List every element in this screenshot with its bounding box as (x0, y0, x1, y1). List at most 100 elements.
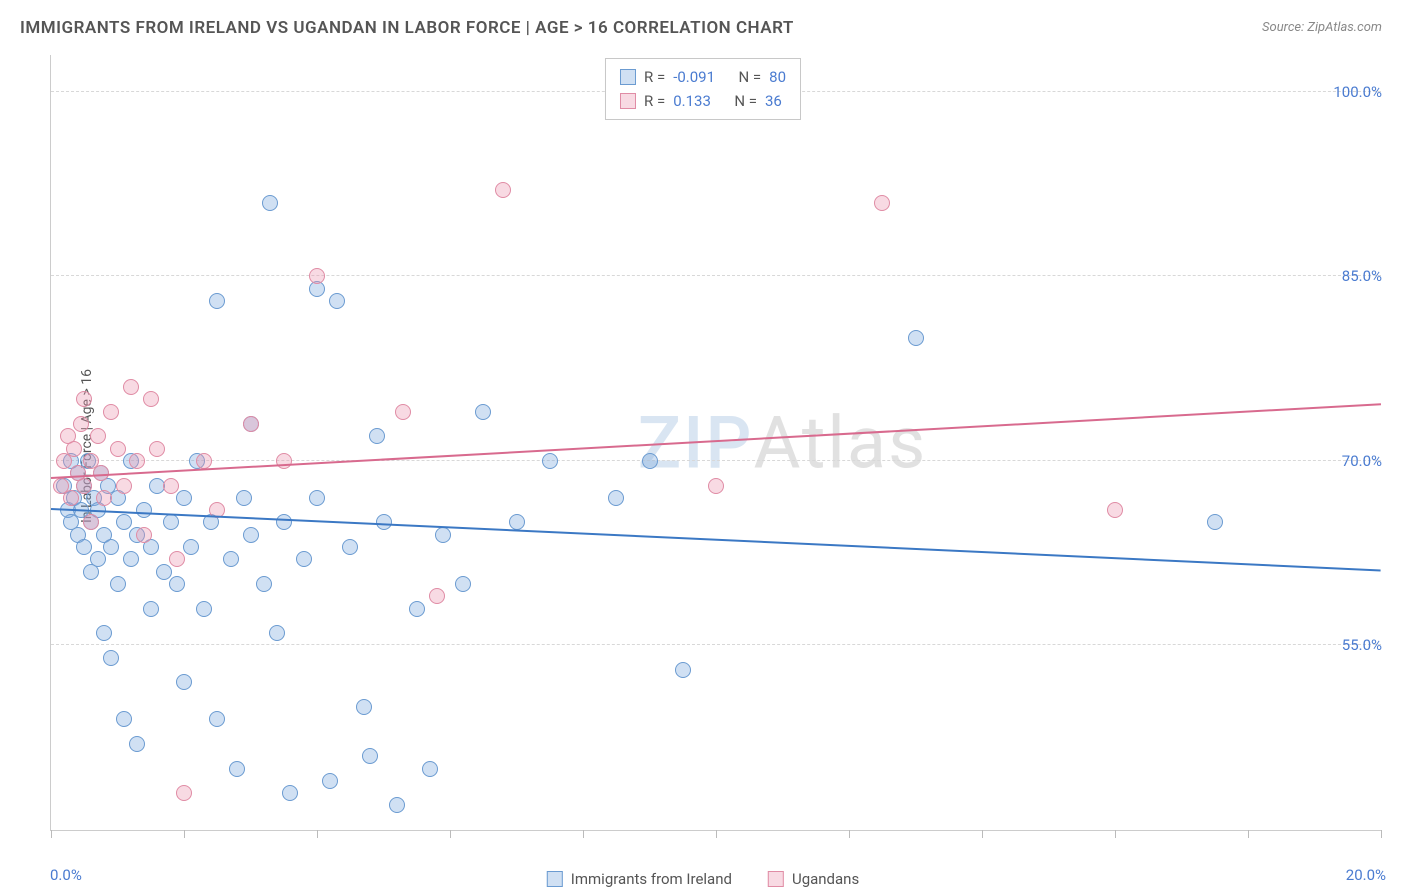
legend-item-ugandan: Ugandans (768, 870, 859, 888)
scatter-point (176, 490, 192, 506)
scatter-point (675, 662, 691, 678)
correlation-legend: R = -0.091 N = 80 R = 0.133 N = 36 (605, 58, 801, 120)
y-tick-label: 100.0% (1333, 83, 1382, 101)
watermark-atlas: Atlas (754, 400, 928, 485)
scatter-point (455, 576, 471, 592)
scatter-point (110, 441, 126, 457)
scatter-point (429, 588, 445, 604)
scatter-point (309, 490, 325, 506)
legend-item-ireland: Immigrants from Ireland (547, 870, 732, 888)
scatter-point (90, 551, 106, 567)
x-tick-min: 0.0% (50, 866, 82, 884)
swatch-ireland-bottom (547, 871, 563, 887)
scatter-point (209, 293, 225, 309)
scatter-point (389, 797, 405, 813)
scatter-point (103, 404, 119, 420)
scatter-point (395, 404, 411, 420)
scatter-point (329, 293, 345, 309)
scatter-point (149, 441, 165, 457)
scatter-point (282, 785, 298, 801)
scatter-point (309, 268, 325, 284)
scatter-point (256, 576, 272, 592)
scatter-point (136, 527, 152, 543)
legend-label-ireland: Immigrants from Ireland (571, 870, 732, 888)
n-value-ugandan: 36 (765, 89, 782, 113)
source-attribution: Source: ZipAtlas.com (1262, 20, 1382, 35)
scatter-point (143, 391, 159, 407)
scatter-point (73, 416, 89, 432)
scatter-point (1207, 514, 1223, 530)
scatter-point (96, 625, 112, 641)
n-label: N = (734, 89, 757, 113)
plot-area: ZIPAtlas (50, 55, 1381, 831)
r-value-ugandan: 0.133 (673, 89, 711, 113)
scatter-point (874, 195, 890, 211)
scatter-point (76, 478, 92, 494)
scatter-point (129, 736, 145, 752)
y-tick-label: 70.0% (1342, 452, 1382, 470)
r-label: R = (644, 89, 665, 113)
scatter-point (542, 453, 558, 469)
scatter-point (176, 674, 192, 690)
scatter-point (409, 601, 425, 617)
scatter-point (209, 711, 225, 727)
x-tick (1248, 830, 1249, 838)
x-tick (1115, 830, 1116, 838)
scatter-point (76, 391, 92, 407)
scatter-point (296, 551, 312, 567)
r-label: R = (644, 65, 665, 89)
scatter-point (169, 551, 185, 567)
x-tick (716, 830, 717, 838)
scatter-point (143, 601, 159, 617)
scatter-point (322, 773, 338, 789)
scatter-point (129, 453, 145, 469)
regression-line (51, 404, 1381, 480)
scatter-point (116, 514, 132, 530)
scatter-point (435, 527, 451, 543)
scatter-point (110, 576, 126, 592)
scatter-point (196, 601, 212, 617)
scatter-point (156, 564, 172, 580)
x-tick (982, 830, 983, 838)
scatter-point (103, 539, 119, 555)
scatter-point (123, 551, 139, 567)
scatter-point (608, 490, 624, 506)
scatter-point (708, 478, 724, 494)
scatter-point (123, 379, 139, 395)
y-tick-label: 55.0% (1342, 636, 1382, 654)
chart-title: IMMIGRANTS FROM IRELAND VS UGANDAN IN LA… (20, 18, 794, 38)
gridline (51, 460, 1381, 461)
gridline (51, 275, 1381, 276)
legend-label-ugandan: Ugandans (792, 870, 859, 888)
scatter-point (509, 514, 525, 530)
scatter-point (229, 761, 245, 777)
scatter-point (116, 711, 132, 727)
series-legend: Immigrants from Ireland Ugandans (547, 870, 859, 888)
x-tick (184, 830, 185, 838)
scatter-point (176, 785, 192, 801)
scatter-point (63, 490, 79, 506)
scatter-point (66, 441, 82, 457)
gridline (51, 644, 1381, 645)
n-label: N = (738, 65, 761, 89)
scatter-point (96, 490, 112, 506)
x-tick (583, 830, 584, 838)
scatter-point (908, 330, 924, 346)
scatter-point (103, 650, 119, 666)
scatter-point (475, 404, 491, 420)
scatter-point (163, 478, 179, 494)
swatch-ireland (620, 69, 636, 85)
scatter-point (236, 490, 252, 506)
scatter-point (243, 527, 259, 543)
x-tick (849, 830, 850, 838)
x-tick-max: 20.0% (1346, 866, 1386, 884)
scatter-point (136, 502, 152, 518)
scatter-point (83, 514, 99, 530)
scatter-point (269, 625, 285, 641)
x-tick (1381, 830, 1382, 838)
x-tick (450, 830, 451, 838)
swatch-ugandan-bottom (768, 871, 784, 887)
scatter-point (196, 453, 212, 469)
scatter-point (369, 428, 385, 444)
scatter-point (422, 761, 438, 777)
